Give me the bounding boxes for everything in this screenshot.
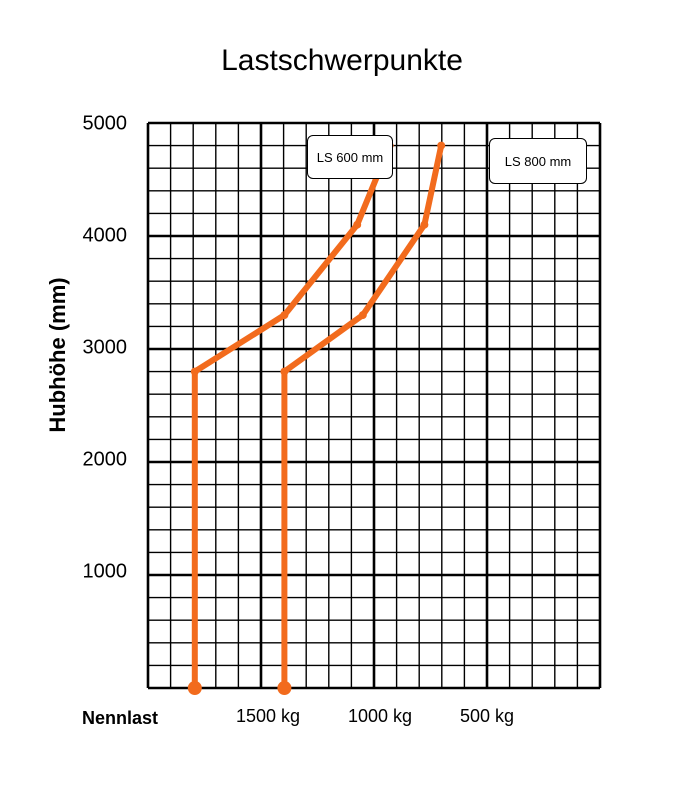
data-point bbox=[358, 311, 367, 320]
y-tick-1000: 1000 bbox=[82, 560, 128, 583]
data-point bbox=[280, 367, 289, 376]
y-tick-2000: 2000 bbox=[82, 448, 128, 471]
y-tick-3000: 3000 bbox=[82, 336, 128, 359]
data-point bbox=[187, 681, 202, 695]
legend-ls-600: LS 600 mm bbox=[307, 135, 393, 179]
chart-title: Lastschwerpunkte bbox=[221, 44, 463, 77]
x-tick-1500kg: 1500 kg bbox=[235, 706, 301, 726]
legend-ls-800: LS 800 mm bbox=[489, 138, 587, 184]
x-axis-label: Nennlast bbox=[82, 708, 159, 728]
y-tick-5000: 5000 bbox=[82, 112, 128, 135]
data-point bbox=[190, 367, 199, 376]
data-point bbox=[420, 220, 429, 229]
data-point bbox=[437, 141, 446, 150]
x-tick-500kg: 500 kg bbox=[459, 706, 515, 726]
x-tick-1000kg: 1000 kg bbox=[347, 706, 413, 726]
data-point bbox=[280, 311, 289, 320]
y-tick-4000: 4000 bbox=[82, 224, 128, 247]
data-point bbox=[353, 220, 362, 229]
data-point bbox=[277, 681, 292, 695]
